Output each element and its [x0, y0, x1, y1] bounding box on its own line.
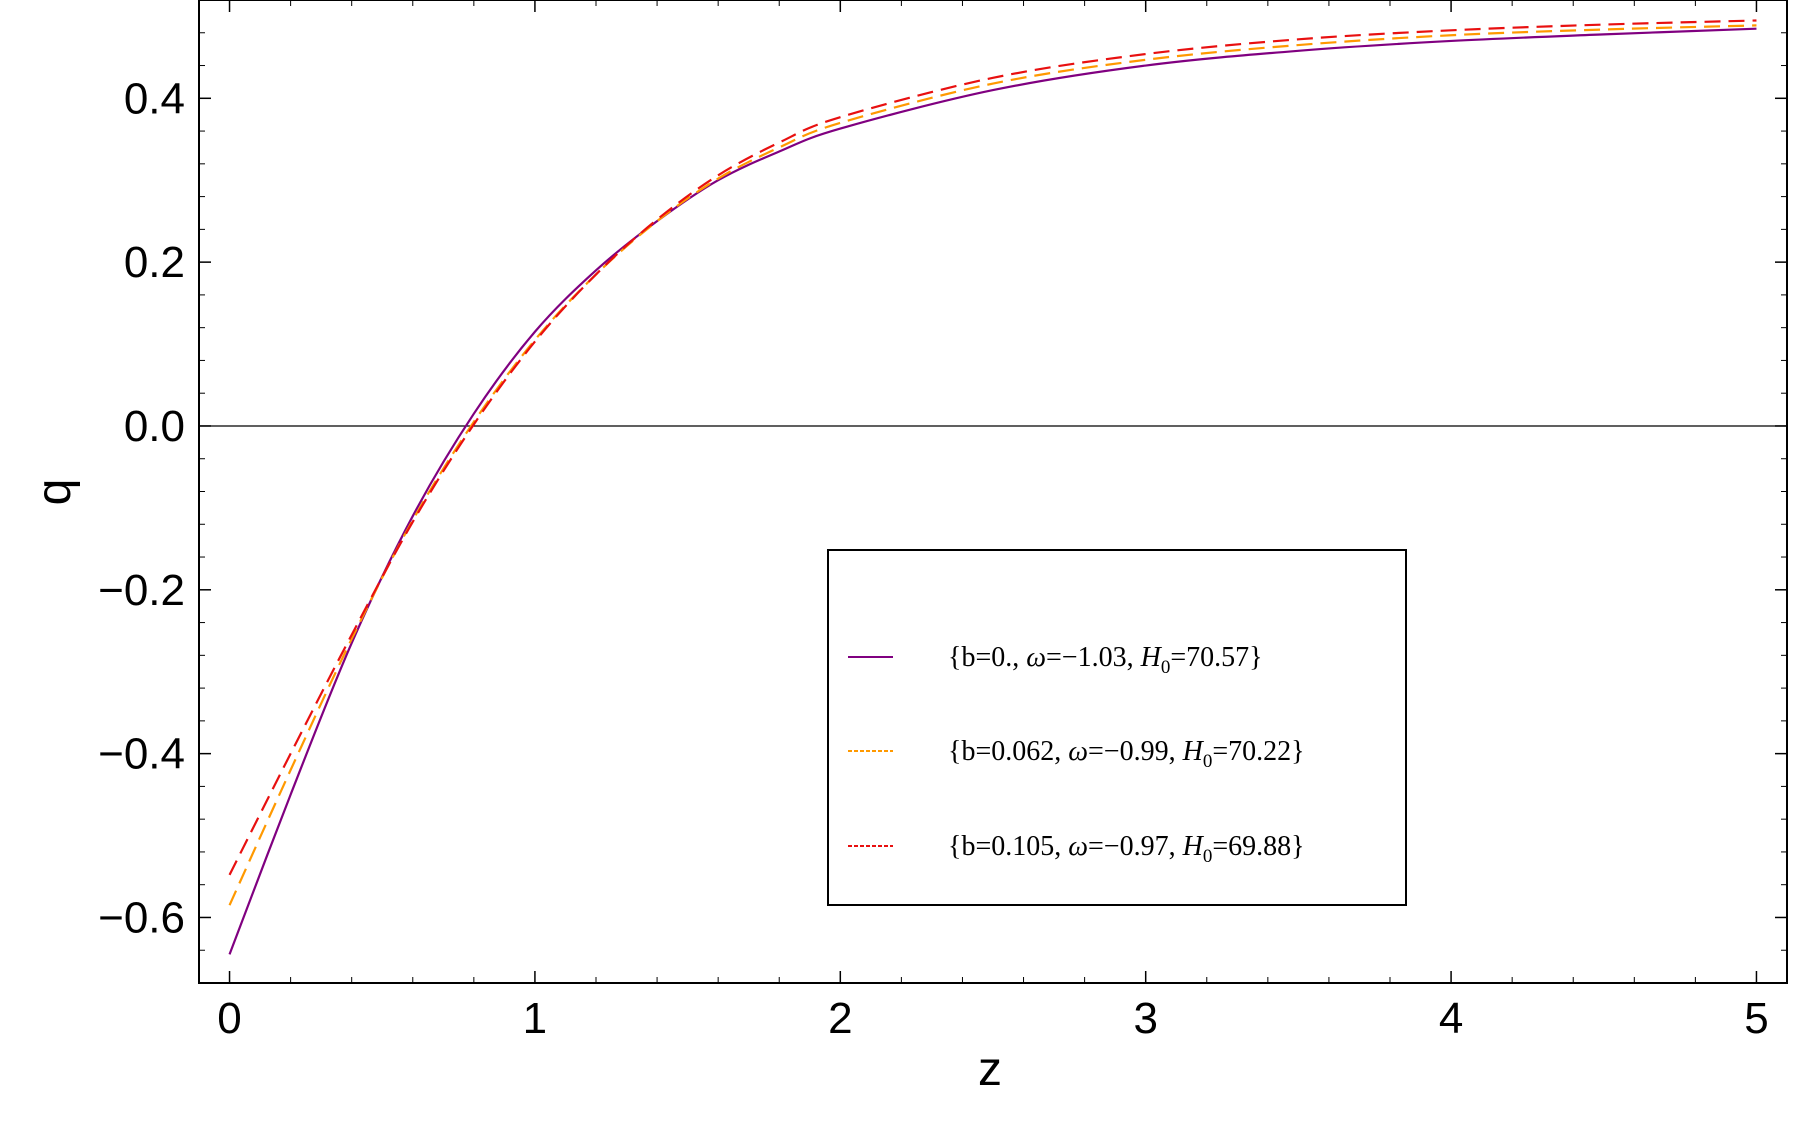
x-tick-label: 5 — [1744, 994, 1768, 1043]
legend-label-part: H — [1140, 642, 1163, 673]
legend-label-part: 0 — [1203, 846, 1213, 867]
legend-label-part: =−1.03, — [1046, 642, 1141, 673]
major-ticks — [199, 0, 1787, 983]
legend-label-part: 0 — [1161, 657, 1171, 678]
x-tick-label: 3 — [1133, 994, 1157, 1043]
legend-label-part: {b=0.105, — [948, 831, 1068, 862]
legend-box — [827, 549, 1407, 906]
legend-label-part: {b=0.062, — [948, 736, 1068, 767]
x-tick-label: 4 — [1439, 994, 1463, 1043]
legend: {b=0., ω=−1.03, H0=70.57}{b=0.062, ω=−0.… — [827, 549, 1407, 906]
legend-label-part: ω — [1068, 736, 1088, 767]
legend-label-part: H — [1182, 831, 1205, 862]
series-group — [228, 19, 1757, 955]
legend-label-part: ω — [1068, 831, 1088, 862]
y-axis-title: q — [28, 479, 81, 506]
legend-label-part: =69.88} — [1212, 831, 1304, 862]
x-tick-label: 2 — [828, 994, 852, 1043]
y-tick-label: −0.6 — [98, 893, 185, 942]
legend-label-part: ω — [1026, 642, 1046, 673]
x-tick-label: 0 — [217, 994, 241, 1043]
legend-entries: {b=0., ω=−1.03, H0=70.57}{b=0.062, ω=−0.… — [848, 642, 1305, 867]
legend-label-part: =70.57} — [1170, 642, 1262, 673]
y-tick-label: 0.0 — [124, 402, 185, 451]
legend-label-2: {b=0.062, ω=−0.99, H0=70.22} — [948, 736, 1305, 772]
legend-label-1: {b=0., ω=−1.03, H0=70.57} — [948, 642, 1263, 678]
legend-label-part: 0 — [1203, 751, 1213, 772]
legend-label-part: {b=0., — [948, 642, 1026, 673]
y-tick-label: −0.2 — [98, 566, 185, 615]
y-tick-labels: −0.6 −0.4 −0.2 0.0 0.2 0.4 — [98, 74, 185, 942]
x-axis-title: z — [978, 1043, 1002, 1096]
legend-label-part: =−0.97, — [1088, 831, 1183, 862]
y-tick-label: 0.4 — [124, 74, 185, 123]
legend-label-part: =−0.99, — [1088, 736, 1183, 767]
y-tick-label: 0.2 — [124, 238, 185, 287]
legend-label-part: =70.22} — [1212, 736, 1304, 767]
x-tick-labels: 0 1 2 3 4 5 — [217, 994, 1768, 1043]
minor-ticks — [199, 0, 1787, 983]
legend-label-3: {b=0.105, ω=−0.97, H0=69.88} — [948, 831, 1305, 867]
legend-label-part: H — [1182, 736, 1205, 767]
x-tick-label: 1 — [523, 994, 547, 1043]
series-line-3 — [228, 19, 1757, 876]
y-tick-label: −0.4 — [98, 730, 185, 779]
